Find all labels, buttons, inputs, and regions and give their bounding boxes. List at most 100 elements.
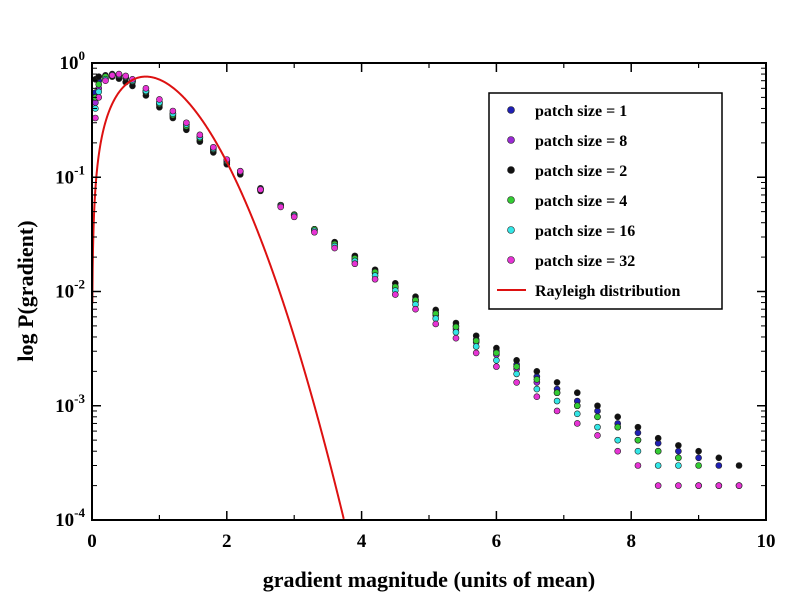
data-point <box>513 370 520 378</box>
data-point <box>432 315 440 322</box>
data-point <box>594 413 601 421</box>
data-point <box>614 423 622 431</box>
data-point <box>715 482 723 489</box>
data-point <box>493 349 500 357</box>
data-point <box>553 397 561 405</box>
y-tick-label: 100 <box>60 48 86 74</box>
x-tick-label: 2 <box>222 531 232 552</box>
legend-swatch-marker <box>507 196 515 204</box>
data-point <box>391 291 399 298</box>
data-point <box>156 96 163 103</box>
data-point <box>634 436 642 444</box>
data-point <box>594 402 601 410</box>
y-tick-exponent: -3 <box>74 391 85 406</box>
data-point <box>695 454 702 462</box>
data-point <box>493 363 500 370</box>
data-point <box>513 379 520 386</box>
y-tick-exponent: -1 <box>74 162 85 177</box>
y-tick-exponent: -2 <box>74 277 85 292</box>
data-point <box>493 356 500 364</box>
data-point <box>95 88 103 96</box>
data-point <box>95 73 103 80</box>
data-point <box>290 213 298 221</box>
data-point <box>351 260 359 268</box>
data-point <box>277 203 285 211</box>
data-point <box>513 363 520 370</box>
data-point <box>614 413 622 421</box>
data-point <box>115 70 123 78</box>
data-point <box>695 462 702 469</box>
data-point <box>553 389 561 397</box>
legend-label: patch size = 8 <box>535 133 627 150</box>
data-point <box>472 349 480 357</box>
data-point <box>573 420 581 427</box>
x-tick-label: 6 <box>492 531 502 552</box>
data-point <box>614 447 622 455</box>
x-tick-label: 4 <box>357 531 367 552</box>
data-point <box>95 81 103 88</box>
data-point <box>675 442 682 449</box>
x-tick-label: 0 <box>87 531 97 552</box>
y-tick-label: 10-1 <box>55 162 85 188</box>
data-point <box>573 389 581 397</box>
data-point <box>654 462 662 469</box>
x-tick-label: 10 <box>757 531 776 552</box>
data-point <box>654 434 662 442</box>
y-tick-base: 10 <box>55 396 74 417</box>
data-point <box>371 275 379 283</box>
data-point <box>715 454 723 462</box>
y-tick-label: 10-2 <box>55 277 85 303</box>
data-point <box>311 228 318 236</box>
data-point <box>675 482 682 489</box>
data-point <box>331 244 338 252</box>
data-point <box>695 447 702 455</box>
legend-swatch-marker <box>507 136 515 144</box>
y-axis-title: log P(gradient) <box>13 220 38 361</box>
data-point <box>412 305 419 313</box>
data-point <box>236 167 244 175</box>
data-point <box>92 114 99 122</box>
legend-swatch-marker <box>507 106 515 114</box>
data-point <box>452 328 460 336</box>
data-point <box>573 410 581 418</box>
data-point <box>196 131 204 139</box>
legend-label: patch size = 16 <box>535 223 635 240</box>
data-point <box>452 334 460 342</box>
y-tick-exponent: 0 <box>79 48 86 63</box>
data-point <box>634 429 642 437</box>
y-tick-base: 10 <box>55 510 74 531</box>
rayleigh-curve <box>91 75 345 520</box>
data-point <box>634 447 642 455</box>
data-point <box>634 462 642 469</box>
data-point <box>142 85 150 92</box>
data-point <box>594 423 601 431</box>
data-point <box>432 320 440 328</box>
data-point <box>122 72 129 80</box>
data-point <box>675 462 682 469</box>
x-tick-label: 8 <box>626 531 636 552</box>
data-point <box>675 447 682 455</box>
y-tick-base: 10 <box>55 282 74 303</box>
legend-label: patch size = 4 <box>535 193 627 210</box>
y-tick-label: 10-4 <box>55 505 85 531</box>
x-axis: 0 2 4 6 8 10 <box>87 63 776 552</box>
data-point <box>594 432 601 439</box>
data-point <box>614 436 622 444</box>
data-point <box>472 337 480 345</box>
data-point <box>533 385 541 393</box>
plot-points <box>92 70 743 489</box>
data-point <box>472 343 480 350</box>
x-axis-title: gradient magnitude (units of mean) <box>263 567 595 592</box>
data-point <box>654 447 662 455</box>
legend-label: Rayleigh distribution <box>535 283 680 300</box>
data-point <box>533 368 541 375</box>
legend-label: patch size = 2 <box>535 163 627 180</box>
data-point <box>533 393 541 401</box>
data-point <box>513 356 520 364</box>
plot-lines <box>91 75 345 520</box>
legend-label: patch size = 1 <box>535 103 627 120</box>
data-point <box>695 482 702 489</box>
legend-swatch-marker <box>507 166 515 174</box>
data-point <box>715 462 723 469</box>
y-tick-base: 10 <box>60 53 79 74</box>
